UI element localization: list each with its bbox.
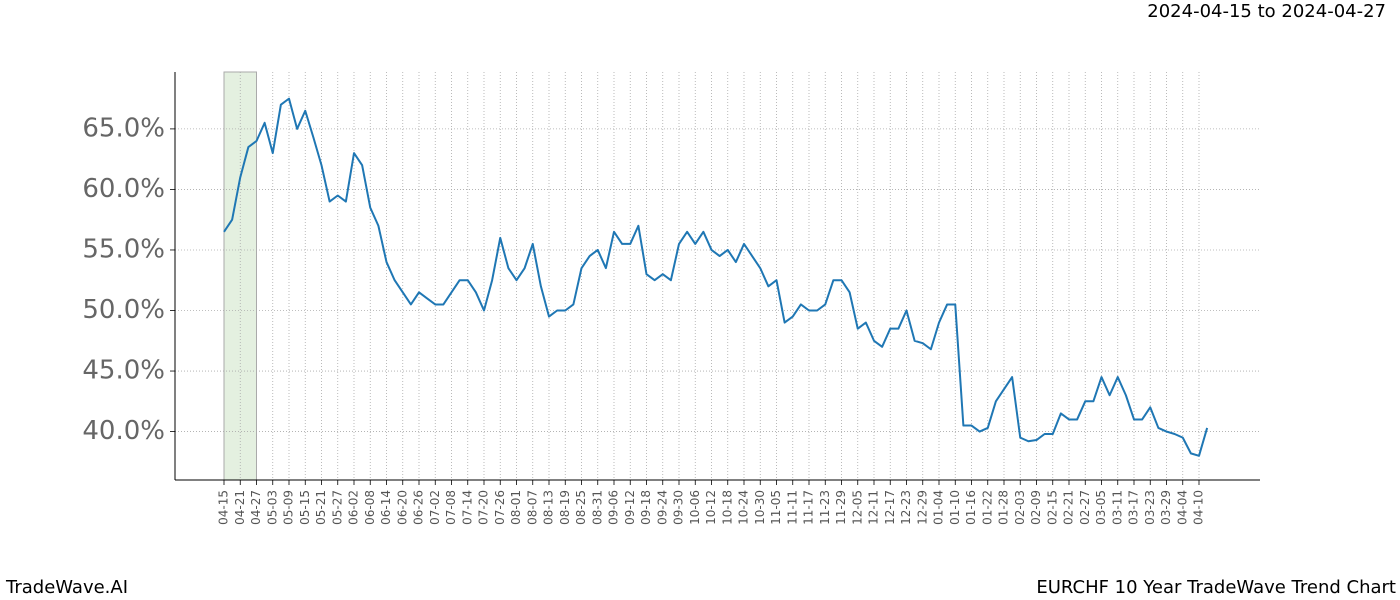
x-tick-label: 01-04: [932, 490, 946, 525]
y-tick-label: 45.0%: [82, 356, 165, 386]
x-tick-label: 08-25: [574, 490, 588, 525]
x-tick-label: 04-04: [1175, 490, 1189, 525]
x-tick-label: 05-21: [314, 490, 328, 525]
x-tick-label: 11-29: [834, 490, 848, 525]
x-tick-label: 04-21: [233, 490, 247, 525]
x-tick-label: 10-24: [737, 490, 751, 525]
x-tick-label: 11-17: [802, 490, 816, 525]
x-tick-label: 11-05: [769, 490, 783, 525]
x-tick-label: 07-26: [493, 490, 507, 525]
footer-right: EURCHF 10 Year TradeWave Trend Chart: [1036, 577, 1396, 598]
x-tick-label: 10-30: [753, 490, 767, 525]
x-tick-label: 03-23: [1143, 490, 1157, 525]
x-tick-label: 03-29: [1159, 490, 1173, 525]
x-tick-label: 02-09: [1029, 490, 1043, 525]
x-tick-label: 01-22: [980, 490, 994, 525]
y-tick-label: 55.0%: [82, 234, 165, 264]
x-tick-label: 11-11: [785, 490, 799, 525]
y-tick-label: 65.0%: [82, 113, 165, 143]
y-tick-label: 40.0%: [82, 416, 165, 446]
x-tick-label: 08-13: [542, 490, 556, 525]
x-tick-label: 05-09: [282, 490, 296, 525]
x-tick-label: 11-23: [818, 490, 832, 525]
x-tick-label: 06-14: [379, 490, 393, 525]
x-tick-label: 12-29: [915, 490, 929, 525]
x-tick-label: 02-03: [1013, 490, 1027, 525]
x-tick-label: 09-18: [639, 490, 653, 525]
x-tick-label: 12-11: [867, 490, 881, 525]
y-tick-label: 60.0%: [82, 174, 165, 204]
x-tick-label: 06-08: [363, 490, 377, 525]
x-tick-label: 01-10: [948, 490, 962, 525]
x-tick-label: 12-23: [899, 490, 913, 525]
x-tick-label: 01-16: [964, 490, 978, 525]
x-tick-label: 07-20: [477, 490, 491, 525]
chart-title: 2024-04-15 to 2024-04-27: [1147, 1, 1386, 22]
x-tick-label: 08-31: [590, 490, 604, 525]
x-tick-label: 12-17: [883, 490, 897, 525]
x-tick-label: 03-17: [1127, 490, 1141, 525]
x-tick-label: 02-21: [1062, 490, 1076, 525]
x-tick-label: 08-07: [525, 490, 539, 525]
x-tick-label: 09-12: [623, 490, 637, 525]
line-series: [223, 97, 1209, 457]
x-tick-label: 03-11: [1110, 490, 1124, 525]
footer-left: TradeWave.AI: [5, 577, 128, 598]
x-tick-label: 05-27: [330, 490, 344, 525]
x-tick-label: 03-05: [1094, 490, 1108, 525]
x-tick-label: 06-02: [347, 490, 361, 525]
x-tick-label: 10-06: [688, 490, 702, 525]
x-tick-label: 04-27: [249, 490, 263, 525]
x-tick-label: 05-15: [298, 490, 312, 525]
x-tick-label: 06-20: [395, 490, 409, 525]
x-tick-label: 02-15: [1045, 490, 1059, 525]
x-tick-label: 08-19: [558, 490, 572, 525]
x-tick-label: 01-28: [997, 490, 1011, 525]
x-tick-label: 09-30: [672, 490, 686, 525]
x-tick-label: 09-24: [655, 490, 669, 525]
y-tick-label: 50.0%: [82, 295, 165, 325]
x-tick-label: 02-27: [1078, 490, 1092, 525]
x-tick-label: 08-01: [509, 490, 523, 525]
x-tick-label: 04-15: [217, 490, 231, 525]
x-tick-label: 06-26: [412, 490, 426, 525]
x-tick-label: 12-05: [850, 490, 864, 525]
x-tick-label: 10-18: [720, 490, 734, 525]
x-tick-label: 09-06: [607, 490, 621, 525]
x-tick-label: 07-14: [460, 490, 474, 525]
x-tick-label: 07-02: [428, 490, 442, 525]
x-tick-label: 07-08: [444, 490, 458, 525]
x-tick-label: 05-03: [265, 490, 279, 525]
x-tick-label: 04-10: [1192, 490, 1206, 525]
x-tick-label: 10-12: [704, 490, 718, 525]
